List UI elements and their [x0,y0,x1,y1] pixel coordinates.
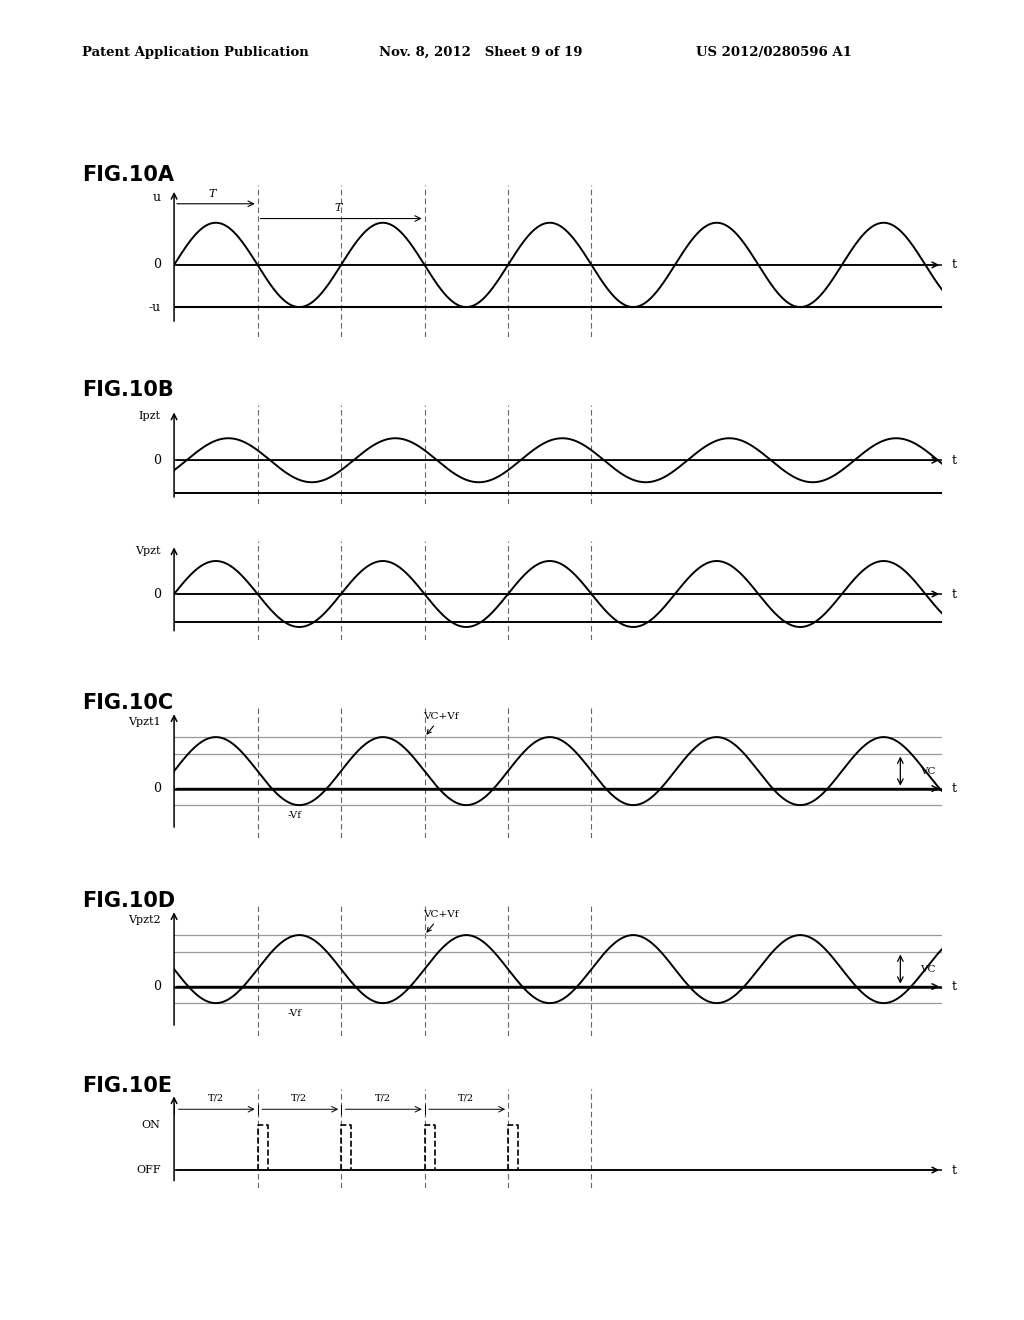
Text: US 2012/0280596 A1: US 2012/0280596 A1 [696,46,852,59]
Text: Vpzt: Vpzt [135,546,161,556]
Text: Nov. 8, 2012   Sheet 9 of 19: Nov. 8, 2012 Sheet 9 of 19 [379,46,583,59]
Text: VC+Vf: VC+Vf [424,711,459,734]
Text: t: t [952,259,957,272]
Text: u: u [153,191,161,205]
Text: t: t [952,979,957,993]
Text: Ipzt: Ipzt [138,412,161,421]
Text: T: T [209,189,216,198]
Text: ON: ON [142,1119,161,1130]
Text: 0: 0 [153,781,161,795]
Text: FIG.10C: FIG.10C [82,693,173,713]
Text: FIG.10B: FIG.10B [82,380,174,400]
Text: VC+Vf: VC+Vf [424,909,459,932]
Text: t: t [952,587,957,601]
Text: t: t [952,1163,957,1176]
Text: FIG.10D: FIG.10D [82,891,175,911]
Text: -u: -u [148,301,161,314]
Text: 0: 0 [153,587,161,601]
Text: T: T [334,203,341,214]
Text: VC: VC [921,767,936,776]
Text: T/2: T/2 [291,1093,307,1102]
Text: Vpzt1: Vpzt1 [128,717,161,726]
Text: 0: 0 [153,454,161,467]
Text: OFF: OFF [136,1166,161,1175]
Text: VC: VC [921,965,936,974]
Text: T/2: T/2 [458,1093,474,1102]
Text: FIG.10A: FIG.10A [82,165,174,185]
Text: -Vf: -Vf [288,1010,301,1018]
Text: T/2: T/2 [208,1093,224,1102]
Text: 0: 0 [153,979,161,993]
Text: Vpzt2: Vpzt2 [128,915,161,924]
Text: -Vf: -Vf [288,812,301,820]
Text: t: t [952,454,957,467]
Text: FIG.10E: FIG.10E [82,1076,172,1096]
Text: t: t [952,781,957,795]
Text: 0: 0 [153,259,161,272]
Text: Patent Application Publication: Patent Application Publication [82,46,308,59]
Text: T/2: T/2 [375,1093,391,1102]
